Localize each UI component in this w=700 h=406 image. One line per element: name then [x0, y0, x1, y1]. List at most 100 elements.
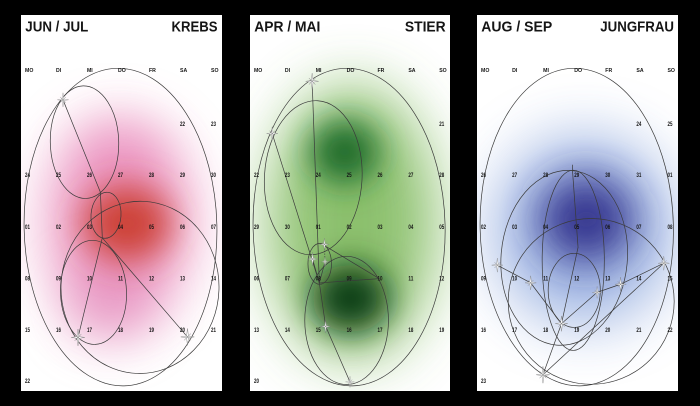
- svg-text:17: 17: [512, 328, 517, 334]
- svg-text:07: 07: [636, 225, 641, 231]
- svg-text:JUN / JUL: JUN / JUL: [25, 19, 88, 35]
- svg-text:27: 27: [118, 173, 123, 179]
- svg-text:17: 17: [87, 328, 92, 334]
- svg-text:AUG / SEP: AUG / SEP: [481, 19, 552, 35]
- svg-text:23: 23: [285, 173, 290, 179]
- svg-text:21: 21: [439, 122, 444, 128]
- svg-text:13: 13: [605, 276, 610, 282]
- svg-text:05: 05: [439, 225, 444, 231]
- svg-text:09: 09: [481, 276, 486, 282]
- svg-text:11: 11: [543, 276, 549, 282]
- svg-text:21: 21: [636, 328, 641, 334]
- svg-text:05: 05: [149, 225, 154, 231]
- svg-text:SO: SO: [667, 68, 675, 74]
- svg-text:06: 06: [180, 225, 185, 231]
- svg-text:25: 25: [56, 173, 61, 179]
- svg-text:MO: MO: [481, 68, 489, 74]
- svg-text:31: 31: [636, 173, 641, 179]
- svg-text:22: 22: [180, 122, 185, 128]
- svg-text:03: 03: [377, 225, 382, 231]
- svg-text:24: 24: [316, 173, 321, 179]
- svg-text:29: 29: [574, 173, 579, 179]
- svg-text:FR: FR: [377, 68, 384, 74]
- svg-text:15: 15: [316, 328, 321, 334]
- svg-text:JUNGFRAU: JUNGFRAU: [600, 19, 674, 35]
- svg-text:18: 18: [408, 328, 413, 334]
- svg-text:25: 25: [667, 122, 672, 128]
- svg-text:12: 12: [439, 276, 444, 282]
- svg-text:20: 20: [254, 379, 259, 385]
- svg-text:10: 10: [377, 276, 382, 282]
- svg-text:12: 12: [574, 276, 579, 282]
- svg-text:22: 22: [25, 379, 30, 385]
- svg-text:07: 07: [211, 225, 216, 231]
- svg-text:SO: SO: [211, 68, 218, 74]
- svg-text:16: 16: [56, 328, 61, 334]
- svg-text:15: 15: [667, 276, 672, 282]
- svg-text:19: 19: [149, 328, 154, 334]
- svg-text:02: 02: [56, 225, 61, 231]
- svg-text:DO: DO: [574, 68, 582, 74]
- svg-text:14: 14: [636, 276, 641, 282]
- svg-text:01: 01: [667, 173, 672, 179]
- svg-text:11: 11: [118, 276, 124, 282]
- svg-text:30: 30: [211, 173, 216, 179]
- svg-text:25: 25: [347, 173, 352, 179]
- svg-text:16: 16: [347, 328, 352, 334]
- svg-text:04: 04: [408, 225, 413, 231]
- svg-text:24: 24: [636, 122, 641, 128]
- svg-text:12: 12: [149, 276, 154, 282]
- svg-text:24: 24: [25, 173, 30, 179]
- svg-text:MO: MO: [254, 68, 262, 74]
- svg-text:26: 26: [377, 173, 382, 179]
- svg-text:16: 16: [481, 328, 486, 334]
- svg-text:DO: DO: [347, 68, 355, 74]
- svg-text:09: 09: [56, 276, 61, 282]
- svg-text:03: 03: [512, 225, 517, 231]
- svg-text:28: 28: [149, 173, 154, 179]
- svg-text:DI: DI: [56, 68, 62, 74]
- svg-text:02: 02: [481, 225, 486, 231]
- svg-text:01: 01: [316, 225, 321, 231]
- svg-text:27: 27: [512, 173, 517, 179]
- svg-text:03: 03: [87, 225, 92, 231]
- svg-text:09: 09: [347, 276, 352, 282]
- svg-text:20: 20: [180, 328, 185, 334]
- svg-text:10: 10: [87, 276, 92, 282]
- svg-text:18: 18: [543, 328, 548, 334]
- svg-text:SA: SA: [180, 68, 187, 74]
- svg-text:10: 10: [512, 276, 517, 282]
- svg-text:27: 27: [408, 173, 413, 179]
- svg-text:06: 06: [254, 276, 259, 282]
- svg-text:SA: SA: [636, 68, 643, 74]
- svg-text:14: 14: [211, 276, 216, 282]
- svg-text:FR: FR: [605, 68, 612, 74]
- svg-text:30: 30: [285, 225, 290, 231]
- svg-text:14: 14: [285, 328, 290, 334]
- svg-text:APR / MAI: APR / MAI: [254, 19, 320, 35]
- svg-text:23: 23: [481, 379, 486, 385]
- svg-text:13: 13: [254, 328, 259, 334]
- svg-text:20: 20: [605, 328, 610, 334]
- svg-text:MI: MI: [543, 68, 549, 74]
- svg-text:22: 22: [667, 328, 672, 334]
- svg-text:02: 02: [347, 225, 352, 231]
- svg-text:21: 21: [211, 328, 216, 334]
- svg-text:11: 11: [408, 276, 414, 282]
- svg-text:FR: FR: [149, 68, 156, 74]
- svg-text:18: 18: [118, 328, 123, 334]
- svg-text:23: 23: [211, 122, 216, 128]
- svg-text:06: 06: [605, 225, 610, 231]
- svg-text:SO: SO: [439, 68, 446, 74]
- svg-text:29: 29: [180, 173, 185, 179]
- svg-text:DI: DI: [285, 68, 291, 74]
- svg-text:30: 30: [605, 173, 610, 179]
- svg-text:05: 05: [574, 225, 579, 231]
- svg-text:08: 08: [667, 225, 672, 231]
- svg-text:MI: MI: [87, 68, 93, 74]
- svg-text:28: 28: [543, 173, 548, 179]
- svg-text:07: 07: [285, 276, 290, 282]
- svg-text:MI: MI: [316, 68, 322, 74]
- svg-text:19: 19: [439, 328, 444, 334]
- svg-text:08: 08: [316, 276, 321, 282]
